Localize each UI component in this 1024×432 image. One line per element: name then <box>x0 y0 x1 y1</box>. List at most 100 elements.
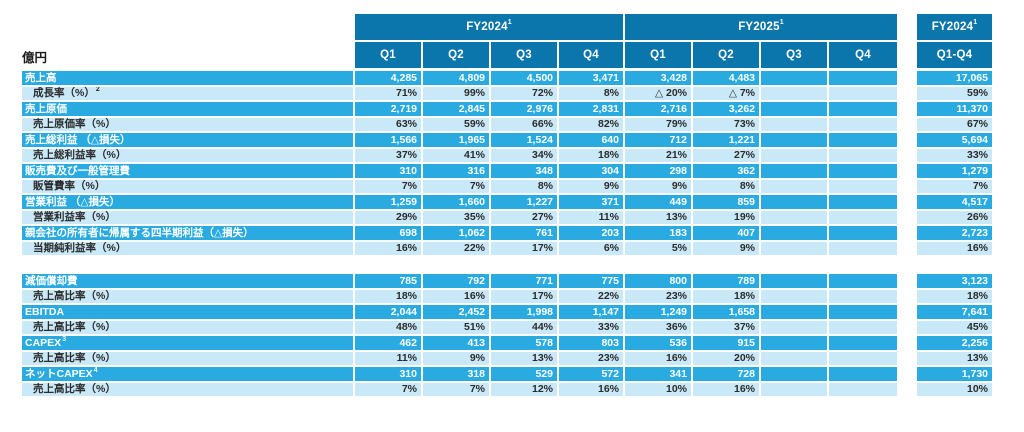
summary-value-cell: 10% <box>917 382 992 396</box>
value-cell: 23% <box>559 351 623 365</box>
value-cell: 16% <box>625 351 691 365</box>
value-cell: 413 <box>423 336 489 350</box>
value-cell: 3,471 <box>559 71 623 85</box>
column-gap <box>899 336 915 350</box>
value-cell: 16% <box>423 289 489 303</box>
value-cell: 37% <box>693 320 759 334</box>
value-cell: 348 <box>491 164 557 178</box>
value-cell <box>829 226 897 240</box>
value-cell: 529 <box>491 367 557 381</box>
value-cell: 10% <box>625 382 691 396</box>
value-cell: 3,262 <box>693 102 759 116</box>
value-cell: 13% <box>491 351 557 365</box>
value-cell <box>761 226 827 240</box>
value-cell <box>761 86 827 100</box>
table-body-capex-ebitda: 減価償却費 785 792 771 775 800 789 3,123 売上高比率（%） 18% 1… <box>22 274 992 396</box>
value-cell: 1,147 <box>559 305 623 319</box>
value-cell: 19% <box>693 210 759 224</box>
value-cell <box>761 148 827 162</box>
value-cell: 17% <box>491 289 557 303</box>
summary-fy-header: FY2024 1 <box>917 14 992 40</box>
value-cell <box>761 179 827 193</box>
fy2025-group-header: FY2025 1 <box>625 14 897 40</box>
value-cell: 82% <box>559 117 623 131</box>
column-gap <box>899 164 915 178</box>
value-cell: 728 <box>693 367 759 381</box>
value-cell <box>761 320 827 334</box>
row-label: 親会社の所有者に帰属する四半期利益（△損失） <box>22 226 353 240</box>
value-cell <box>829 241 897 255</box>
summary-value-cell: 45% <box>917 320 992 334</box>
value-cell <box>829 164 897 178</box>
summary-value-cell: 3,123 <box>917 274 992 288</box>
value-cell <box>761 102 827 116</box>
value-cell: 310 <box>355 367 421 381</box>
value-cell: 4,483 <box>693 71 759 85</box>
value-cell: 341 <box>625 367 691 381</box>
summary-value-cell: 1,279 <box>917 164 992 178</box>
row-label: 販管費率（%） <box>22 179 353 193</box>
quarter-header-fy25-q2: Q2 <box>693 42 759 68</box>
value-cell <box>761 289 827 303</box>
value-cell <box>761 210 827 224</box>
value-cell: 63% <box>355 117 421 131</box>
value-cell: 761 <box>491 226 557 240</box>
row-label: 売上高比率（%） <box>22 351 353 365</box>
value-cell: 183 <box>625 226 691 240</box>
value-cell: 72% <box>491 86 557 100</box>
value-cell: 18% <box>559 148 623 162</box>
value-cell: 79% <box>625 117 691 131</box>
value-cell: 304 <box>559 164 623 178</box>
value-cell <box>829 86 897 100</box>
summary-value-cell: 7% <box>917 179 992 193</box>
value-cell: 2,452 <box>423 305 489 319</box>
value-cell: 3,428 <box>625 71 691 85</box>
value-cell <box>761 133 827 147</box>
value-cell: 4,500 <box>491 71 557 85</box>
value-cell <box>829 367 897 381</box>
value-cell: 1,660 <box>423 195 489 209</box>
row-label: CAPEX 3 <box>22 336 353 350</box>
value-cell: 16% <box>355 241 421 255</box>
summary-value-cell: 33% <box>917 148 992 162</box>
value-cell: 640 <box>559 133 623 147</box>
value-cell: 18% <box>693 289 759 303</box>
value-cell: 20% <box>693 351 759 365</box>
value-cell <box>761 382 827 396</box>
row-label: 売上高比率（%） <box>22 289 353 303</box>
value-cell <box>761 195 827 209</box>
row-label: EBITDA <box>22 305 353 319</box>
value-cell: 8% <box>491 179 557 193</box>
value-cell <box>829 195 897 209</box>
quarter-header-fy24-q3: Q3 <box>491 42 557 68</box>
value-cell <box>761 164 827 178</box>
row-label: 売上原価率（%） <box>22 117 353 131</box>
column-gap <box>899 274 915 288</box>
summary-value-cell: 16% <box>917 241 992 255</box>
value-cell: 316 <box>423 164 489 178</box>
summary-value-cell: 2,256 <box>917 336 992 350</box>
row-label: ネットCAPEX 4 <box>22 367 353 381</box>
value-cell <box>829 179 897 193</box>
value-cell: 1,658 <box>693 305 759 319</box>
value-cell: 7% <box>355 179 421 193</box>
table-header: FY2024 1 FY2025 1 FY2024 1 億円 Q1 Q2 Q3 Q4 Q… <box>22 14 992 68</box>
summary-value-cell: 13% <box>917 351 992 365</box>
column-gap <box>899 180 915 194</box>
value-cell: 2,831 <box>559 102 623 116</box>
quarter-header-fy24-q4: Q4 <box>559 42 623 68</box>
fy2024-group-label: FY2024 <box>466 21 508 33</box>
header-gap-spacer <box>899 14 915 40</box>
value-cell: 35% <box>423 210 489 224</box>
summary-value-cell: 67% <box>917 117 992 131</box>
row-label: 売上高 <box>22 71 353 85</box>
value-cell: 536 <box>625 336 691 350</box>
value-cell: 9% <box>559 179 623 193</box>
value-cell <box>829 71 897 85</box>
value-cell: 572 <box>559 367 623 381</box>
summary-value-cell: 5,694 <box>917 133 992 147</box>
summary-value-cell: 18% <box>917 289 992 303</box>
value-cell: 5% <box>625 241 691 255</box>
quarter-header-fy25-q3: Q3 <box>761 42 827 68</box>
